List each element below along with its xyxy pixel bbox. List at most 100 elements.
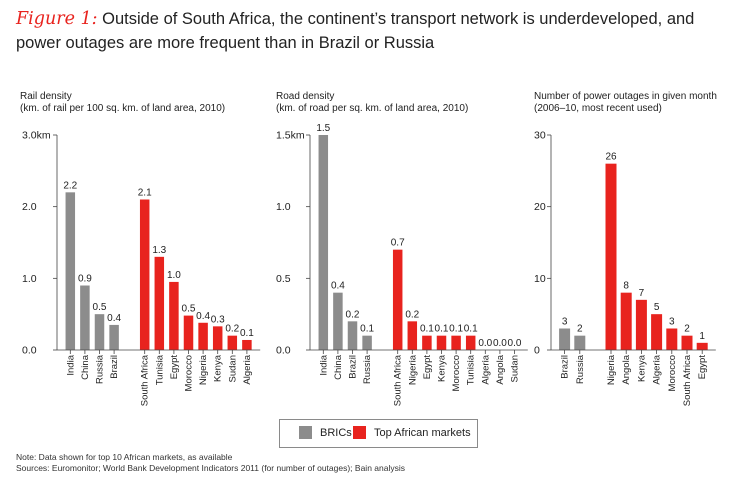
chart2-title: Road density xyxy=(276,91,334,102)
chart2-value-label: 0.2 xyxy=(405,309,419,320)
chart3-category-label: Nigeria xyxy=(606,354,617,385)
chart3-bar-kenya xyxy=(635,299,647,350)
chart2-category-label: India xyxy=(318,354,329,375)
chart3-ytick-label: 20 xyxy=(534,201,546,213)
figure-label: Figure 1: xyxy=(16,9,98,29)
chart2-bar-morocco xyxy=(451,335,461,350)
chart2-category-label: Morocco xyxy=(451,355,462,391)
chart2-value-label: 1.5 xyxy=(316,123,330,134)
chart3-value-label: 5 xyxy=(654,302,660,313)
chart2-value-label: 0.1 xyxy=(435,324,449,335)
chart3-value-label: 7 xyxy=(639,288,645,299)
chart2-bar-china xyxy=(333,292,343,350)
chart1-ytick-label: 0.0 xyxy=(22,345,37,357)
legend-item-brics: BRICs xyxy=(299,426,352,439)
chart1-category-label: Kenya xyxy=(213,354,224,382)
chart3-ytick-label: 10 xyxy=(534,273,546,285)
chart2-category-label: Tunisia xyxy=(466,354,477,385)
chart2-value-label: 0.0 xyxy=(508,338,522,349)
chart1-bar-india xyxy=(65,192,76,350)
chart3-bar-south-africa xyxy=(681,335,693,350)
chart1-value-label: 2.1 xyxy=(138,188,152,199)
chart3-value-label: 2 xyxy=(684,324,690,335)
chart2-ytick-label: 0.5 xyxy=(276,273,291,285)
figure-title: Figure 1: Outside of South Africa, the c… xyxy=(16,7,741,55)
chart3-category-label: Brazil xyxy=(560,355,571,379)
chart1-bar-tunisia xyxy=(154,256,165,350)
footer-sources: Sources: Euromonitor; World Bank Develop… xyxy=(16,463,405,473)
chart1-bar-south-africa xyxy=(139,199,150,350)
chart2-bar-nigeria xyxy=(407,321,418,350)
chart3-category-label: Algeria xyxy=(652,354,663,384)
legend-item-african: Top African markets xyxy=(353,426,471,439)
chart2-bar-kenya xyxy=(436,335,447,350)
chart2-value-label: 0.1 xyxy=(449,324,463,335)
chart1-value-label: 0.3 xyxy=(211,314,225,325)
chart2-ytick-label: 0.0 xyxy=(276,345,291,357)
chart1-bar-nigeria xyxy=(198,322,208,350)
chart2-bar-egypt xyxy=(422,335,432,350)
chart1-bar-kenya xyxy=(212,326,223,350)
chart-canvas: Rail density(km. of rail per 100 sq. km.… xyxy=(20,91,717,406)
chart2-value-label: 0.7 xyxy=(391,238,405,249)
legend-label-african: Top African markets xyxy=(374,426,471,439)
chart1-value-label: 0.5 xyxy=(182,304,196,315)
chart3-category-label: Angola xyxy=(621,354,632,384)
chart2-value-label: 0.1 xyxy=(420,324,434,335)
chart1-value-label: 0.1 xyxy=(240,328,254,339)
chart2-category-label: China xyxy=(333,354,344,380)
chart1-category-label: India xyxy=(65,354,76,375)
chart1-category-label: Morocco xyxy=(184,355,195,391)
chart1-subtitle: (km. of rail per 100 sq. km. of land are… xyxy=(20,103,225,114)
chart1-value-label: 0.9 xyxy=(78,274,92,285)
chart2-value-label: 0.0 xyxy=(478,338,492,349)
chart2-category-label: Egypt xyxy=(422,355,433,380)
chart1-bar-algeria xyxy=(242,339,252,350)
chart2-value-label: 0.0 xyxy=(493,338,507,349)
chart1-value-label: 0.4 xyxy=(196,311,210,322)
chart3-value-label: 8 xyxy=(623,281,629,292)
footer-note: Note: Data shown for top 10 African mark… xyxy=(16,452,233,462)
chart1-category-label: South Africa xyxy=(140,354,151,406)
chart1-ytick-label: 3.0km xyxy=(22,130,51,142)
legend-swatch-african xyxy=(353,426,366,439)
chart1-ytick-label: 1.0 xyxy=(22,273,37,285)
chart3-value-label: 26 xyxy=(605,152,617,163)
chart2-category-label: Algeria xyxy=(480,354,491,384)
chart3-bar-brazil xyxy=(559,328,571,350)
chart1-bar-sudan xyxy=(227,335,238,350)
footer: Note: Data shown for top 10 African mark… xyxy=(16,452,405,474)
chart3-category-label: Kenya xyxy=(636,354,647,382)
chart1-category-label: China xyxy=(80,354,91,380)
chart2-bar-india xyxy=(318,135,329,350)
chart3-value-label: 1 xyxy=(699,331,705,342)
chart1-value-label: 1.0 xyxy=(167,270,181,281)
figure-title-text: Outside of South Africa, the continent’s… xyxy=(16,10,695,52)
chart3-title: Number of power outages in given month xyxy=(534,91,717,102)
chart1-value-label: 0.2 xyxy=(225,324,239,335)
chart1-category-label: Nigeria xyxy=(198,354,209,385)
chart2-value-label: 0.1 xyxy=(360,324,374,335)
chart2-category-label: South Africa xyxy=(393,354,404,406)
legend: BRICs Top African markets xyxy=(279,419,478,448)
chart3-value-label: 2 xyxy=(577,324,583,335)
chart1-bar-egypt xyxy=(169,281,179,350)
legend-swatch-brics xyxy=(299,426,312,439)
chart3-bar-morocco xyxy=(666,328,678,350)
chart1-value-label: 2.2 xyxy=(63,180,77,191)
chart1-bar-morocco xyxy=(183,315,194,350)
chart3-subtitle: (2006–10, most recent used) xyxy=(534,103,662,114)
chart1-category-label: Brazil xyxy=(109,355,120,379)
chart2-value-label: 0.2 xyxy=(346,309,360,320)
chart2-category-label: Sudan xyxy=(510,355,521,382)
chart3-category-label: Morocco xyxy=(667,355,678,391)
chart2-value-label: 0.1 xyxy=(464,324,478,335)
chart2-bar-brazil xyxy=(347,321,358,350)
chart1-title: Rail density xyxy=(20,91,72,102)
chart3-category-label: South Africa xyxy=(682,354,693,406)
chart2-category-label: Angola xyxy=(495,354,506,384)
chart1-category-label: Sudan xyxy=(227,355,238,382)
chart3-bar-angola xyxy=(620,292,632,350)
chart1-category-label: Russia xyxy=(95,354,106,384)
chart1-value-label: 0.5 xyxy=(93,302,107,313)
